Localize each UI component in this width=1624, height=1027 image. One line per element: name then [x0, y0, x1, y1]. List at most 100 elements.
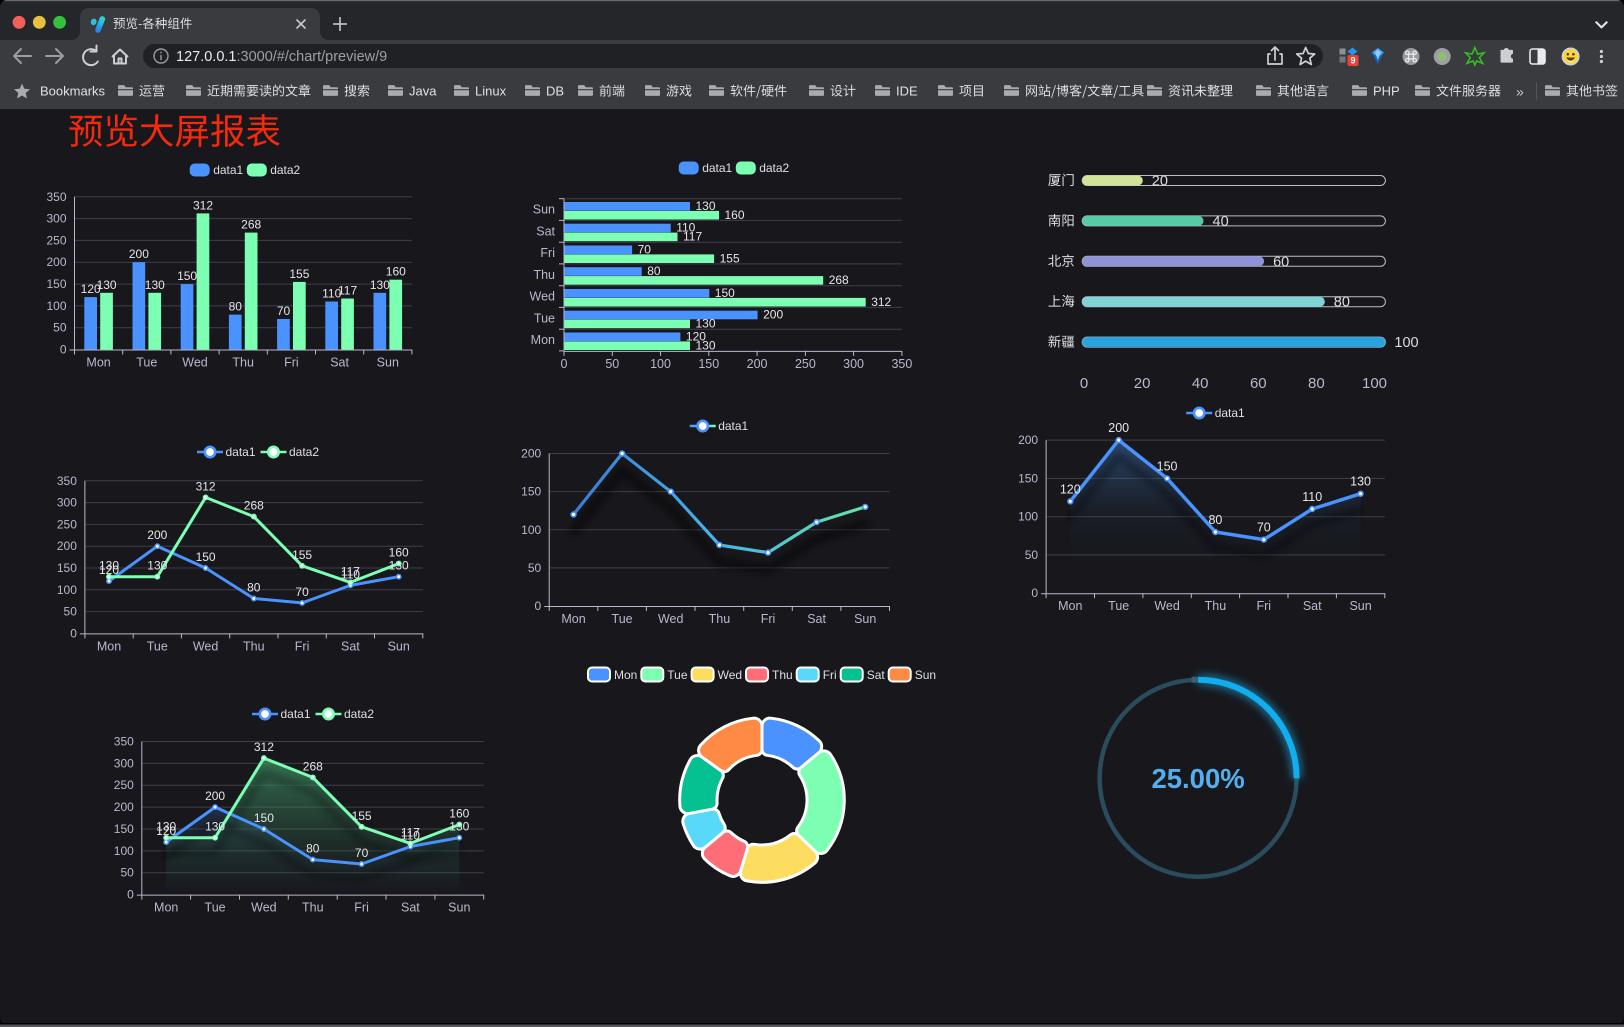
- svg-text:80: 80: [247, 581, 261, 595]
- svg-text:130: 130: [99, 559, 119, 573]
- svg-text:Sun: Sun: [854, 612, 876, 626]
- svg-text:300: 300: [114, 756, 134, 770]
- svg-text:Tue: Tue: [1108, 599, 1129, 613]
- svg-text:100: 100: [1018, 510, 1038, 524]
- svg-text:Mon: Mon: [154, 901, 178, 915]
- svg-text:150: 150: [196, 550, 216, 564]
- svg-text:200: 200: [521, 447, 541, 461]
- svg-text:155: 155: [292, 548, 312, 562]
- svg-text:130: 130: [205, 820, 225, 834]
- svg-text:130: 130: [97, 278, 117, 292]
- svg-text:155: 155: [352, 809, 372, 823]
- svg-text:80: 80: [1334, 295, 1350, 311]
- svg-text:120: 120: [81, 282, 101, 296]
- svg-text:50: 50: [528, 561, 542, 575]
- svg-text:130: 130: [156, 820, 176, 834]
- svg-text:Linux: Linux: [475, 84, 507, 99]
- svg-text:Fri: Fri: [295, 639, 310, 653]
- svg-text:70: 70: [1257, 521, 1271, 535]
- svg-text:data1: data1: [226, 445, 256, 459]
- svg-text:Mon: Mon: [86, 356, 110, 370]
- svg-text:200: 200: [147, 528, 167, 542]
- svg-text:268: 268: [244, 499, 264, 513]
- svg-text:20: 20: [1152, 174, 1168, 190]
- svg-text:268: 268: [829, 273, 849, 287]
- svg-text:40: 40: [1213, 214, 1229, 230]
- svg-text:150: 150: [1157, 459, 1178, 473]
- svg-text:200: 200: [763, 308, 783, 322]
- svg-text:Sun: Sun: [1349, 599, 1371, 613]
- svg-text:Sat: Sat: [536, 224, 555, 238]
- svg-text:Thu: Thu: [243, 639, 265, 653]
- svg-text:250: 250: [114, 778, 134, 792]
- svg-text:Bookmarks: Bookmarks: [40, 84, 106, 99]
- svg-text:312: 312: [871, 295, 891, 309]
- svg-text:PHP: PHP: [1373, 84, 1400, 99]
- svg-text:50: 50: [1025, 548, 1039, 562]
- svg-text:50: 50: [53, 321, 67, 335]
- svg-text:Mon: Mon: [531, 333, 555, 347]
- svg-text:268: 268: [303, 759, 323, 773]
- svg-text:200: 200: [129, 247, 149, 261]
- svg-text:150: 150: [46, 277, 66, 291]
- svg-text:200: 200: [57, 539, 77, 553]
- svg-text:Tue: Tue: [667, 668, 688, 682]
- svg-text:250: 250: [57, 517, 77, 531]
- svg-text:Wed: Wed: [251, 901, 277, 915]
- svg-text:200: 200: [46, 255, 66, 269]
- svg-text:Mon: Mon: [97, 639, 121, 653]
- svg-text:155: 155: [720, 251, 740, 265]
- svg-text:Fri: Fri: [823, 668, 837, 682]
- svg-text:data1: data1: [718, 419, 748, 433]
- svg-text:110: 110: [341, 567, 360, 581]
- svg-text:70: 70: [638, 243, 652, 257]
- svg-text:120: 120: [156, 824, 176, 838]
- svg-text:Wed: Wed: [530, 290, 556, 304]
- svg-text:110: 110: [401, 829, 420, 843]
- svg-text:Wed: Wed: [182, 356, 208, 370]
- svg-text:350: 350: [46, 190, 66, 204]
- svg-text:Thu: Thu: [232, 356, 254, 370]
- svg-text:Tue: Tue: [612, 612, 633, 626]
- svg-text:200: 200: [114, 800, 134, 814]
- svg-text:Sat: Sat: [401, 901, 420, 915]
- svg-text:155: 155: [289, 267, 309, 281]
- svg-text:Mon: Mon: [561, 612, 585, 626]
- svg-text:150: 150: [114, 822, 134, 836]
- svg-text:160: 160: [449, 807, 469, 821]
- svg-text:data1: data1: [1215, 406, 1245, 420]
- svg-text:Mon: Mon: [614, 668, 637, 682]
- svg-text:60: 60: [1273, 254, 1289, 270]
- svg-text:IDE: IDE: [896, 84, 918, 99]
- svg-text:127.0.0.1:3000/#/chart/preview: 127.0.0.1:3000/#/chart/preview/9: [176, 49, 387, 65]
- svg-text:Fri: Fri: [284, 356, 299, 370]
- svg-text:Sat: Sat: [330, 356, 349, 370]
- svg-text:0: 0: [535, 599, 542, 613]
- svg-text:80: 80: [229, 300, 243, 314]
- svg-text:160: 160: [386, 265, 406, 279]
- svg-text:130: 130: [696, 317, 716, 331]
- svg-text:160: 160: [389, 546, 409, 560]
- svg-text:Sat: Sat: [867, 668, 886, 682]
- svg-text:Sun: Sun: [388, 639, 410, 653]
- svg-text:Thu: Thu: [533, 268, 555, 282]
- svg-text:150: 150: [698, 357, 719, 371]
- svg-text:150: 150: [177, 269, 197, 283]
- svg-text:117: 117: [683, 230, 702, 244]
- svg-text:Sat: Sat: [1303, 599, 1322, 613]
- svg-text:150: 150: [254, 811, 274, 825]
- svg-text:Sat: Sat: [807, 612, 826, 626]
- svg-text:350: 350: [891, 357, 912, 371]
- svg-text:200: 200: [1018, 433, 1038, 447]
- svg-text:200: 200: [1108, 421, 1129, 435]
- svg-text:300: 300: [46, 212, 66, 226]
- svg-text:0: 0: [561, 357, 568, 371]
- svg-text:Fri: Fri: [761, 612, 776, 626]
- svg-text:110: 110: [322, 287, 341, 301]
- svg-text:0: 0: [60, 343, 67, 357]
- svg-text:130: 130: [1350, 475, 1371, 489]
- svg-text:data2: data2: [759, 161, 789, 175]
- svg-text:Thu: Thu: [302, 901, 324, 915]
- svg-text:0: 0: [70, 626, 77, 640]
- svg-text:9: 9: [1350, 56, 1355, 66]
